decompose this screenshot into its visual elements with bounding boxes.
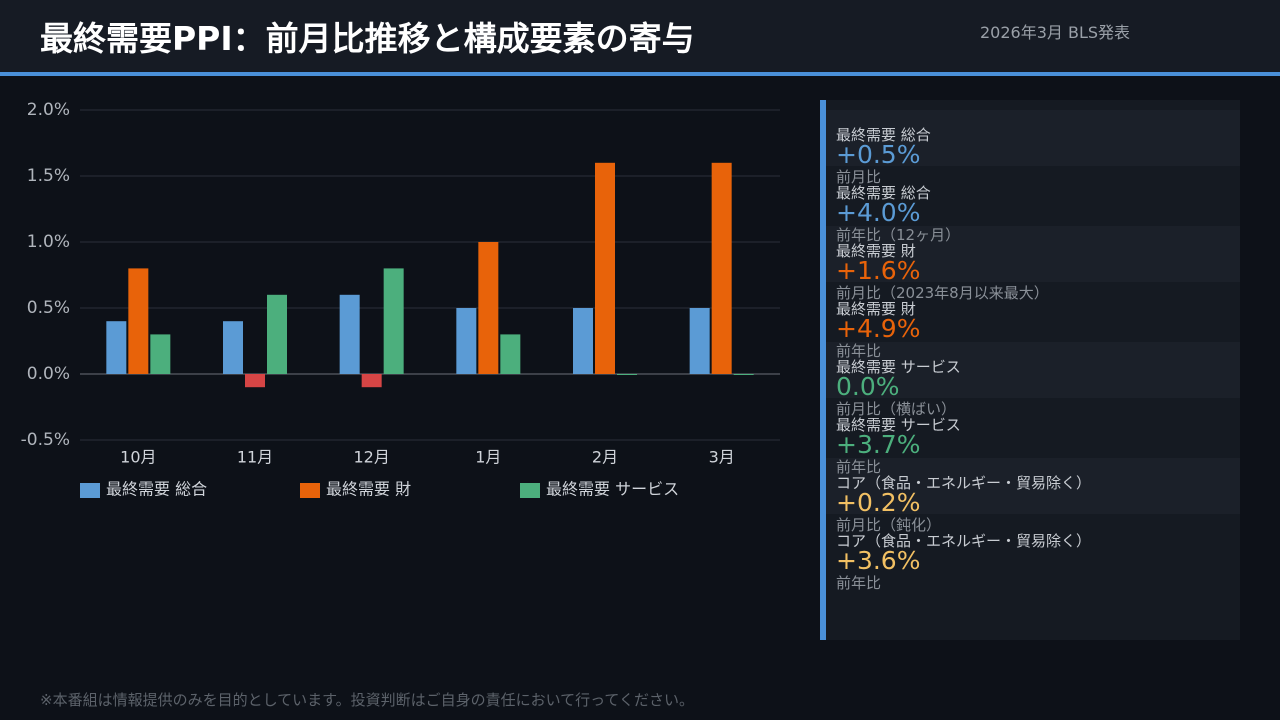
bar bbox=[383, 268, 404, 374]
metric-note: 前月比（2023年8月以来最大） bbox=[836, 284, 1049, 302]
bar bbox=[128, 268, 149, 374]
metric-value: +4.9% bbox=[836, 314, 921, 343]
bar bbox=[617, 374, 637, 375]
metric-label: 最終需要 総合 bbox=[836, 126, 931, 144]
metric-value: +3.6% bbox=[836, 546, 921, 575]
metric-value: +3.7% bbox=[836, 430, 921, 459]
y-tick-label: 2.0% bbox=[27, 100, 70, 120]
bar bbox=[361, 374, 382, 388]
legend-label: 最終需要 財 bbox=[326, 480, 411, 499]
metric-card: 最終需要 財 +4.9% 前年比 bbox=[826, 284, 1240, 360]
metric-note: 前月比 bbox=[836, 168, 882, 186]
metric-label: コア（食品・エネルギー・貿易除く） bbox=[836, 532, 1092, 550]
legend-label: 最終需要 総合 bbox=[106, 480, 207, 499]
chart: -0.5% 0.0% 0.5% 1.0% 1.5% 2.0% 10月 11月 12月 1月 2月 3月… bbox=[21, 100, 780, 499]
bar bbox=[711, 162, 732, 374]
metric-card: 最終需要 サービス 0.0% 前月比（横ばい） bbox=[826, 342, 1240, 418]
metric-card: 最終需要 総合 +0.5% 前月比 bbox=[826, 110, 1240, 186]
bar bbox=[689, 308, 710, 374]
metric-label: 最終需要 財 bbox=[836, 242, 916, 260]
bar bbox=[478, 242, 499, 374]
metric-note: 前年比 bbox=[836, 458, 882, 476]
metric-label: 最終需要 総合 bbox=[836, 184, 931, 202]
metric-value: +1.6% bbox=[836, 256, 921, 285]
y-tick-label: 1.0% bbox=[27, 232, 70, 252]
legend-swatch bbox=[300, 483, 320, 498]
x-tick-label: 10月 bbox=[120, 448, 156, 467]
bar bbox=[733, 374, 754, 375]
y-tick-label: 0.5% bbox=[27, 298, 70, 318]
x-tick-label: 11月 bbox=[237, 448, 273, 467]
legend-label: 最終需要 サービス bbox=[546, 480, 679, 499]
metric-label: 最終需要 サービス bbox=[836, 416, 961, 434]
x-tick-label: 2月 bbox=[592, 448, 618, 467]
metric-value: +0.2% bbox=[836, 488, 921, 517]
metric-card: 最終需要 財 +1.6% 前月比（2023年8月以来最大） bbox=[826, 226, 1240, 302]
metric-value: 0.0% bbox=[836, 372, 900, 401]
bar bbox=[223, 321, 243, 374]
metric-card: 最終需要 サービス +3.7% 前年比 bbox=[826, 400, 1240, 476]
legend-swatch bbox=[80, 483, 100, 498]
bar bbox=[106, 321, 127, 374]
x-tick-label: 12月 bbox=[353, 448, 389, 467]
summary-panel: 最終需要 総合 +0.5% 前月比 最終需要 総合 +4.0% 前年比（12ヶ月） 最終需要… bbox=[820, 100, 1240, 640]
metric-value: +0.5% bbox=[836, 140, 921, 169]
bar bbox=[595, 162, 615, 374]
bar bbox=[339, 294, 360, 374]
metric-label: コア（食品・エネルギー・貿易除く） bbox=[836, 474, 1092, 492]
x-tick-label: 1月 bbox=[475, 448, 501, 467]
bar bbox=[267, 294, 287, 374]
metric-note: 前年比（12ヶ月） bbox=[836, 226, 961, 244]
legend-swatch bbox=[520, 483, 540, 498]
header: 最終需要PPI：前月比推移と構成要素の寄与 2026年3月 BLS発表 bbox=[0, 0, 1280, 76]
metric-note: 前月比（鈍化） bbox=[836, 516, 942, 534]
metric-card: コア（食品・エネルギー・貿易除く） +0.2% 前月比（鈍化） bbox=[826, 458, 1240, 534]
metric-note: 前年比 bbox=[836, 342, 882, 360]
y-tick-label: 1.5% bbox=[27, 166, 70, 186]
metric-value: +4.0% bbox=[836, 198, 921, 227]
title: 最終需要PPI：前月比推移と構成要素の寄与 bbox=[40, 19, 695, 58]
metric-card: 最終需要 総合 +4.0% 前年比（12ヶ月） bbox=[826, 168, 1240, 244]
metric-label: 最終需要 サービス bbox=[836, 358, 961, 376]
disclaimer: ※本番組は情報提供のみを目的としています。投資判断はご自身の責任において行ってく… bbox=[40, 691, 694, 709]
bar bbox=[456, 308, 477, 374]
metric-note: 前年比 bbox=[836, 574, 882, 592]
metric-label: 最終需要 財 bbox=[836, 300, 916, 318]
bar bbox=[500, 334, 521, 374]
bar bbox=[150, 334, 171, 374]
y-tick-label: -0.5% bbox=[21, 430, 70, 450]
metric-note: 前月比（横ばい） bbox=[836, 400, 957, 418]
bar bbox=[245, 374, 265, 388]
x-tick-label: 3月 bbox=[709, 448, 735, 467]
date: 2026年3月 BLS発表 bbox=[980, 23, 1131, 42]
bar bbox=[573, 308, 593, 374]
y-tick-label: 0.0% bbox=[27, 364, 70, 384]
metric-card: コア（食品・エネルギー・貿易除く） +3.6% 前年比 bbox=[826, 516, 1240, 592]
